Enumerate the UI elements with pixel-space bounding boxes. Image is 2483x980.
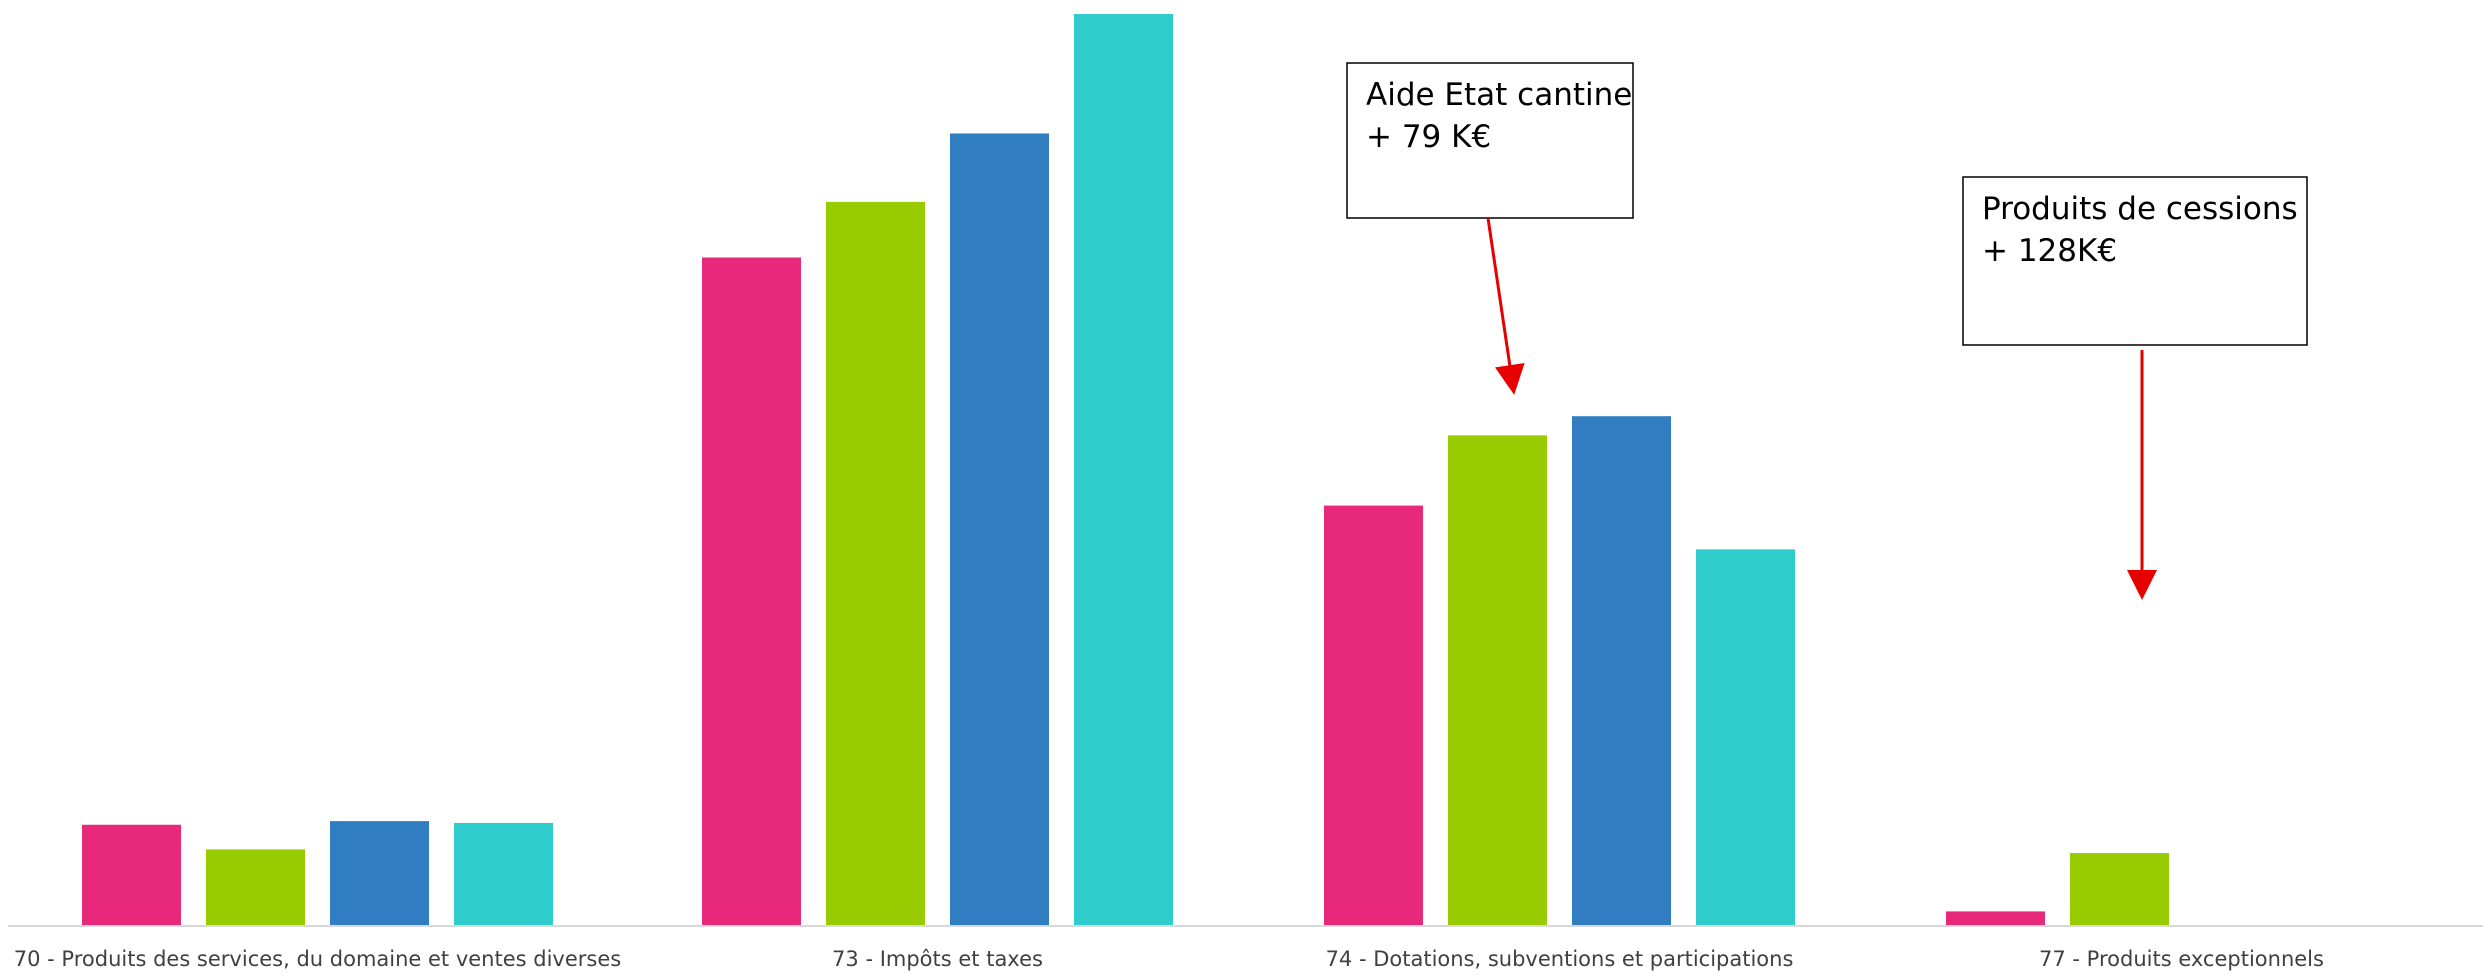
annotation-box-0	[1346, 62, 1634, 219]
bar-cat2-series1	[1448, 435, 1547, 926]
bar-cat0-series1	[206, 849, 305, 926]
bar-cat1-series0	[702, 257, 801, 926]
bar-cat1-series1	[826, 201, 925, 926]
annotation-1: Produits de cessions + 128K€	[1962, 176, 2308, 600]
annotation-1-line-1: + 128K€	[1982, 233, 2117, 269]
annotation-1-line-0: Produits de cessions	[1982, 191, 2298, 227]
bar-cat0-series0	[82, 824, 181, 926]
bar-cat1-series2	[950, 133, 1049, 927]
annotation-0-line-0: Aide Etat cantine	[1366, 77, 1632, 113]
annotation-box-1	[1962, 176, 2308, 346]
category-label-1: 73 - Impôts et taxes	[832, 947, 1043, 971]
category-labels: 70 - Produits des services, du domaine e…	[14, 947, 2324, 971]
category-label-2: 74 - Dotations, subventions et participa…	[1326, 947, 1794, 971]
bar-cat3-series1	[2070, 853, 2169, 926]
bar-cat2-series3	[1696, 549, 1795, 926]
bar-group	[82, 14, 2169, 927]
bar-cat1-series3	[1074, 14, 1173, 926]
annotation-0: Aide Etat cantine + 79 K€	[1346, 62, 1634, 395]
category-label-3: 77 - Produits exceptionnels	[2039, 947, 2324, 971]
bar-cat2-series2	[1572, 416, 1671, 926]
bar-cat0-series2	[330, 821, 429, 926]
category-label-0: 70 - Produits des services, du domaine e…	[14, 947, 621, 971]
bar-cat2-series0	[1324, 505, 1423, 926]
annotation-0-line-1: + 79 K€	[1366, 119, 1491, 155]
bar-cat3-series0	[1946, 911, 2045, 926]
annotation-arrow-0	[1486, 217, 1525, 395]
annotations: Aide Etat cantine + 79 K€ Produits de cess…	[1346, 62, 2308, 600]
bar-cat0-series3	[454, 822, 553, 926]
